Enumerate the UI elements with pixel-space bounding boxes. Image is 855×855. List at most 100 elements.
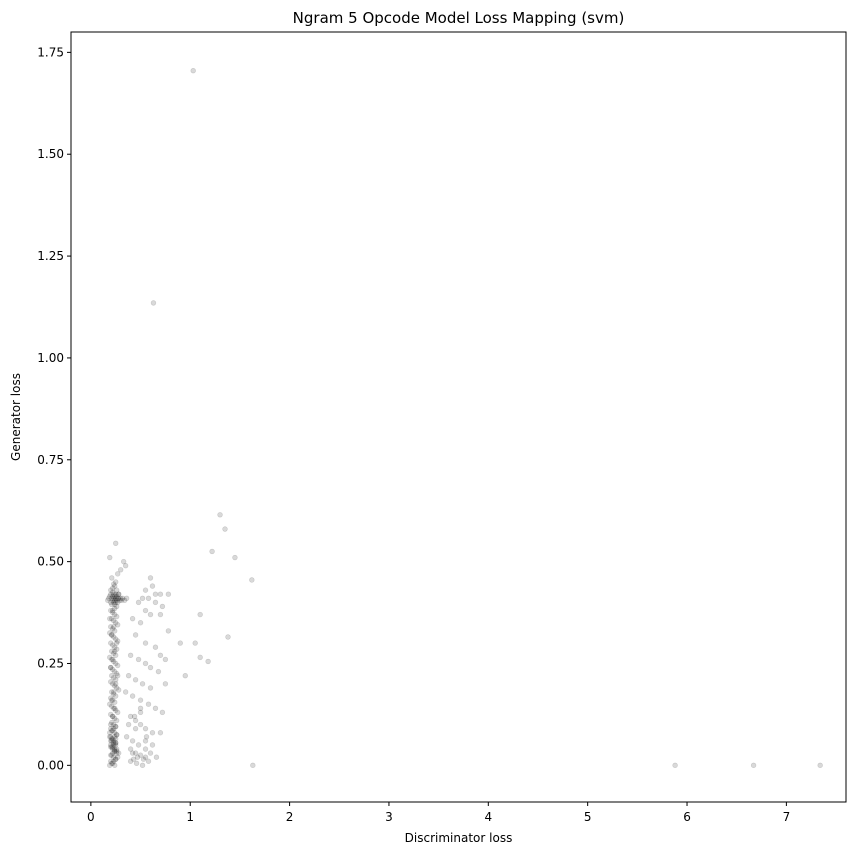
data-point-cluster_upper-18: [113, 599, 119, 606]
data-point-dense_band-15: [114, 638, 121, 644]
data-point-dense_band-10: [112, 628, 118, 634]
data-point-dense_band-76: [112, 762, 118, 769]
data-point-dense_band-35: [108, 679, 114, 685]
data-point-dense_band-56: [111, 721, 117, 728]
data-point-dense_band-107: [114, 640, 120, 646]
data-point-dense_band-100: [109, 697, 115, 703]
data-point-dense_band-27: [114, 662, 121, 669]
x-axis: 0 1 2 3 4 5 6 7: [87, 802, 790, 824]
data-point-scattered-68: [130, 756, 137, 762]
data-point-outliers-4: [209, 548, 215, 555]
data-point-dense_band-83: [110, 750, 116, 756]
data-point-dense_band-37: [112, 683, 118, 689]
data-point-dense_band-7: [114, 622, 121, 628]
data-point-cluster_upper-2: [107, 593, 113, 599]
data-point-dense_band-74: [108, 758, 114, 764]
data-point-outliers-11: [205, 658, 211, 665]
data-point-cluster_upper-7: [110, 597, 116, 604]
data-point-dense_band-36: [110, 681, 116, 687]
data-point-dense_band-18: [112, 644, 118, 650]
data-point-dense_band-65: [113, 740, 119, 746]
data-point-outliers-1: [150, 300, 157, 306]
data-point-dense_band-40: [109, 689, 115, 695]
data-point-dense_band-54: [114, 717, 120, 724]
data-point-scattered-41: [149, 730, 156, 736]
data-point-cluster_upper-15: [112, 601, 118, 608]
data-point-dense_band-75: [110, 760, 116, 766]
data-point-cluster_upper-29: [121, 597, 128, 604]
x-tick-label-3: 3: [385, 810, 393, 824]
data-point-dense_band-112: [108, 744, 114, 750]
data-point-scattered-18: [152, 644, 159, 650]
data-point-dense_band-64: [111, 738, 117, 744]
data-point-dense_band-16: [108, 640, 114, 646]
data-point-dense_band-94: [109, 727, 115, 734]
chart-title: Ngram 5 Opcode Model Loss Mapping (svm): [293, 9, 625, 27]
x-tick-label-4: 4: [484, 810, 492, 824]
data-point-dense_band-106: [112, 648, 118, 654]
data-point-dense_band-53: [112, 715, 118, 722]
data-point-dense_band-73: [113, 756, 119, 762]
data-point-dense_band-49: [113, 707, 119, 714]
data-point-dense_band-12: [109, 632, 115, 638]
data-point-scattered-61: [137, 705, 144, 711]
data-point-scattered-22: [135, 656, 142, 663]
data-point-dense_band-26: [113, 660, 119, 667]
data-point-dense_band-101: [111, 689, 117, 695]
data-point-dense_band-98: [110, 713, 116, 720]
data-point-dense_band-41: [111, 691, 117, 697]
data-point-scattered-2: [142, 587, 149, 593]
data-point-dense_band-115: [114, 750, 120, 756]
data-point-dense_band-17: [110, 642, 116, 648]
data-point-dense_band-45: [112, 699, 118, 705]
data-point-scattered-49: [127, 758, 134, 764]
data-point-dense_band-82: [108, 752, 114, 758]
data-point-scattered-65: [132, 750, 139, 756]
data-point-dense_band-77: [107, 762, 113, 769]
y-tick-label-2: 0.50: [37, 555, 64, 569]
data-point-dense_band-90: [110, 736, 116, 742]
data-point-dense_band-4: [109, 615, 115, 622]
data-point-scattered-17: [142, 640, 149, 646]
data-point-scattered-7: [145, 595, 152, 601]
data-point-cluster_upper-47: [113, 540, 119, 546]
data-point-dense_band-97: [108, 721, 114, 728]
data-point-dense_band-32: [109, 672, 115, 679]
data-point-cluster_upper-10: [111, 599, 117, 606]
data-point-dense_band-71: [109, 752, 115, 758]
data-point-cluster_upper-27: [118, 597, 125, 604]
data-point-dense_band-5: [111, 617, 117, 624]
y-tick-label-1: 0.25: [37, 656, 64, 670]
data-point-cluster_upper-37: [113, 579, 119, 585]
data-point-dense_band-91: [112, 734, 118, 740]
data-point-scattered-11: [142, 607, 149, 614]
data-point-cluster_upper-36: [111, 581, 117, 587]
data-point-scattered-50: [133, 760, 140, 766]
data-point-dense_band-109: [111, 624, 117, 630]
x-tick-label-1: 1: [186, 810, 194, 824]
data-point-scattered-4: [157, 591, 164, 597]
data-point-dense_band-79: [111, 758, 117, 764]
data-point-scattered-30: [162, 681, 169, 687]
x-tick-label-0: 0: [87, 810, 95, 824]
data-point-cluster_upper-44: [112, 605, 118, 612]
data-point-dense_band-80: [113, 756, 119, 762]
data-point-dense_band-3: [114, 613, 120, 620]
data-point-dense_band-34: [113, 677, 119, 683]
data-point-scattered-10: [135, 599, 142, 606]
data-point-scattered-29: [147, 685, 154, 691]
data-point-cluster_upper-43: [110, 607, 116, 614]
data-point-outliers-15: [250, 762, 256, 769]
data-point-outliers-12: [182, 672, 188, 679]
data-point-cluster_upper-25: [116, 597, 123, 604]
data-point-dense_band-105: [110, 656, 116, 663]
data-point-scattered-5: [165, 591, 172, 597]
data-point-dense_band-20: [109, 648, 115, 654]
data-point-cluster_upper-26: [117, 595, 124, 601]
data-point-scattered-47: [147, 750, 154, 756]
data-point-dense_band-48: [111, 705, 117, 711]
data-point-outliers-3: [222, 526, 228, 532]
data-point-scattered-12: [147, 611, 154, 618]
data-point-scattered-59: [125, 721, 132, 728]
